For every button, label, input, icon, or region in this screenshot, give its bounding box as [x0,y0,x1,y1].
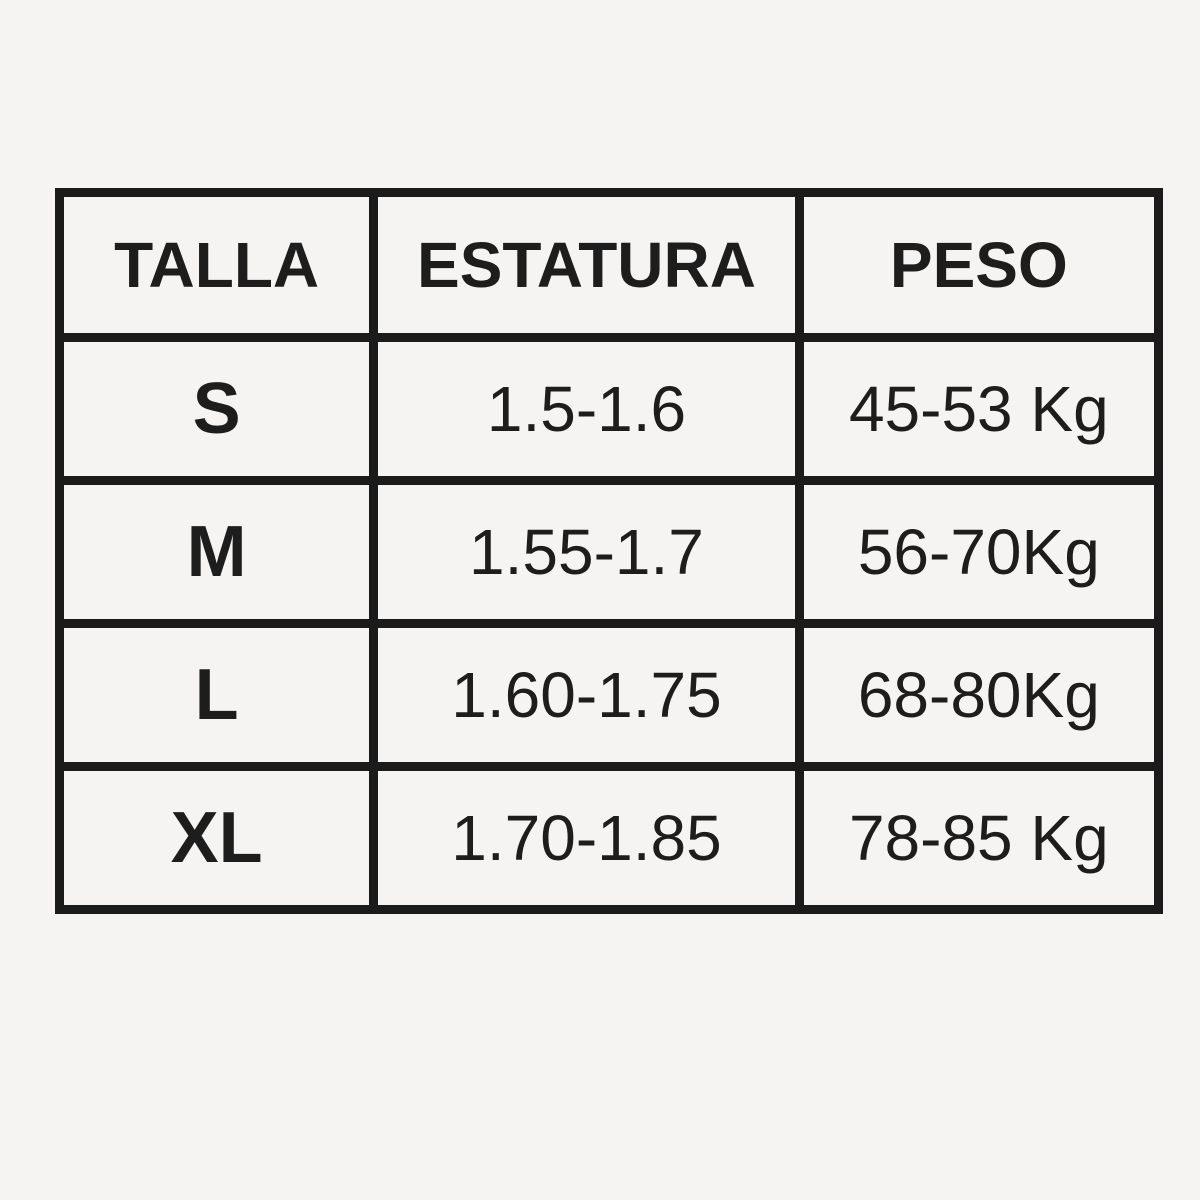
height-cell: 1.55-1.7 [369,476,804,628]
table-header-row: TALLA ESTATURA PESO [54,188,1164,342]
table-row-xl: XL 1.70-1.85 78-85 Kg [54,762,1164,914]
weight-cell: 56-70Kg [794,476,1164,628]
size-cell: L [54,619,379,771]
size-cell: XL [54,762,379,914]
height-cell: 1.70-1.85 [369,762,804,914]
weight-cell: 78-85 Kg [794,762,1164,914]
table-row-l: L 1.60-1.75 68-80Kg [54,619,1164,771]
weight-cell: 45-53 Kg [794,333,1164,485]
table-row-s: S 1.5-1.6 45-53 Kg [54,333,1164,485]
height-cell: 1.60-1.75 [369,619,804,771]
weight-cell: 68-80Kg [794,619,1164,771]
size-cell: S [54,333,379,485]
column-header-talla: TALLA [54,188,379,342]
size-table: TALLA ESTATURA PESO S 1.5-1.6 45-53 Kg M… [54,188,1164,914]
column-header-peso: PESO [794,188,1164,342]
height-cell: 1.5-1.6 [369,333,804,485]
column-header-estatura: ESTATURA [369,188,804,342]
table-row-m: M 1.55-1.7 56-70Kg [54,476,1164,628]
size-cell: M [54,476,379,628]
